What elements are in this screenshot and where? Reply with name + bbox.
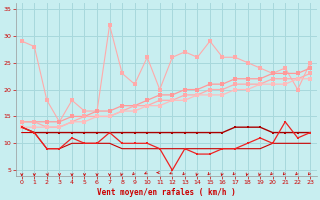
X-axis label: Vent moyen/en rafales ( km/h ): Vent moyen/en rafales ( km/h ) [97,188,236,197]
